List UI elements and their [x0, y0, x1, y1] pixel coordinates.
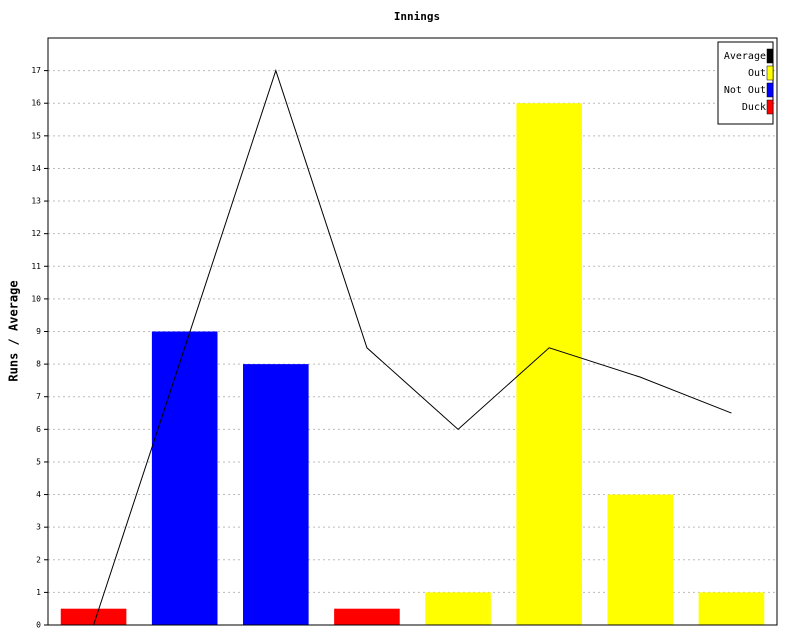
- y-tick-label: 11: [31, 262, 41, 271]
- legend-label: Out: [748, 68, 766, 79]
- y-tick-label: 16: [31, 99, 41, 108]
- bar: [334, 608, 400, 625]
- y-tick-label: 15: [31, 131, 41, 140]
- y-tick-label: 3: [36, 523, 41, 532]
- y-tick-label: 4: [36, 490, 41, 499]
- bar: [60, 608, 127, 625]
- y-tick-label: 9: [36, 327, 41, 336]
- legend-box: [717, 41, 774, 125]
- y-tick-label: 14: [31, 164, 41, 173]
- y-tick-label: 5: [36, 457, 41, 466]
- legend-swatch: [766, 82, 774, 98]
- line: [93, 69, 732, 626]
- legend-swatch: [766, 99, 774, 115]
- bar: [151, 331, 218, 625]
- y-tick-label: 12: [31, 229, 41, 238]
- chart-title: Innings: [394, 10, 440, 23]
- legend-swatch: [766, 65, 774, 81]
- y-tick-label: 1: [36, 588, 41, 597]
- y-tick-label: 17: [31, 66, 41, 75]
- y-tick-label: 2: [36, 555, 41, 564]
- y-tick-label: 8: [36, 360, 41, 369]
- bar: [698, 592, 765, 625]
- legend-label: Average: [724, 51, 766, 62]
- y-tick-label: 7: [36, 392, 41, 401]
- y-axis-label: Runs / Average: [7, 280, 21, 381]
- y-tick-label: 10: [31, 294, 41, 303]
- legend-label: Duck: [742, 102, 766, 113]
- plot-frame: [47, 37, 778, 626]
- bar: [243, 364, 309, 625]
- y-tick-label: 0: [36, 621, 41, 630]
- bar: [516, 103, 582, 625]
- y-tick-label: 13: [31, 197, 41, 206]
- bar: [425, 592, 491, 625]
- bar: [607, 494, 674, 625]
- legend-label: Not Out: [724, 85, 766, 96]
- y-tick-label: 6: [36, 425, 41, 434]
- legend-swatch: [766, 48, 774, 64]
